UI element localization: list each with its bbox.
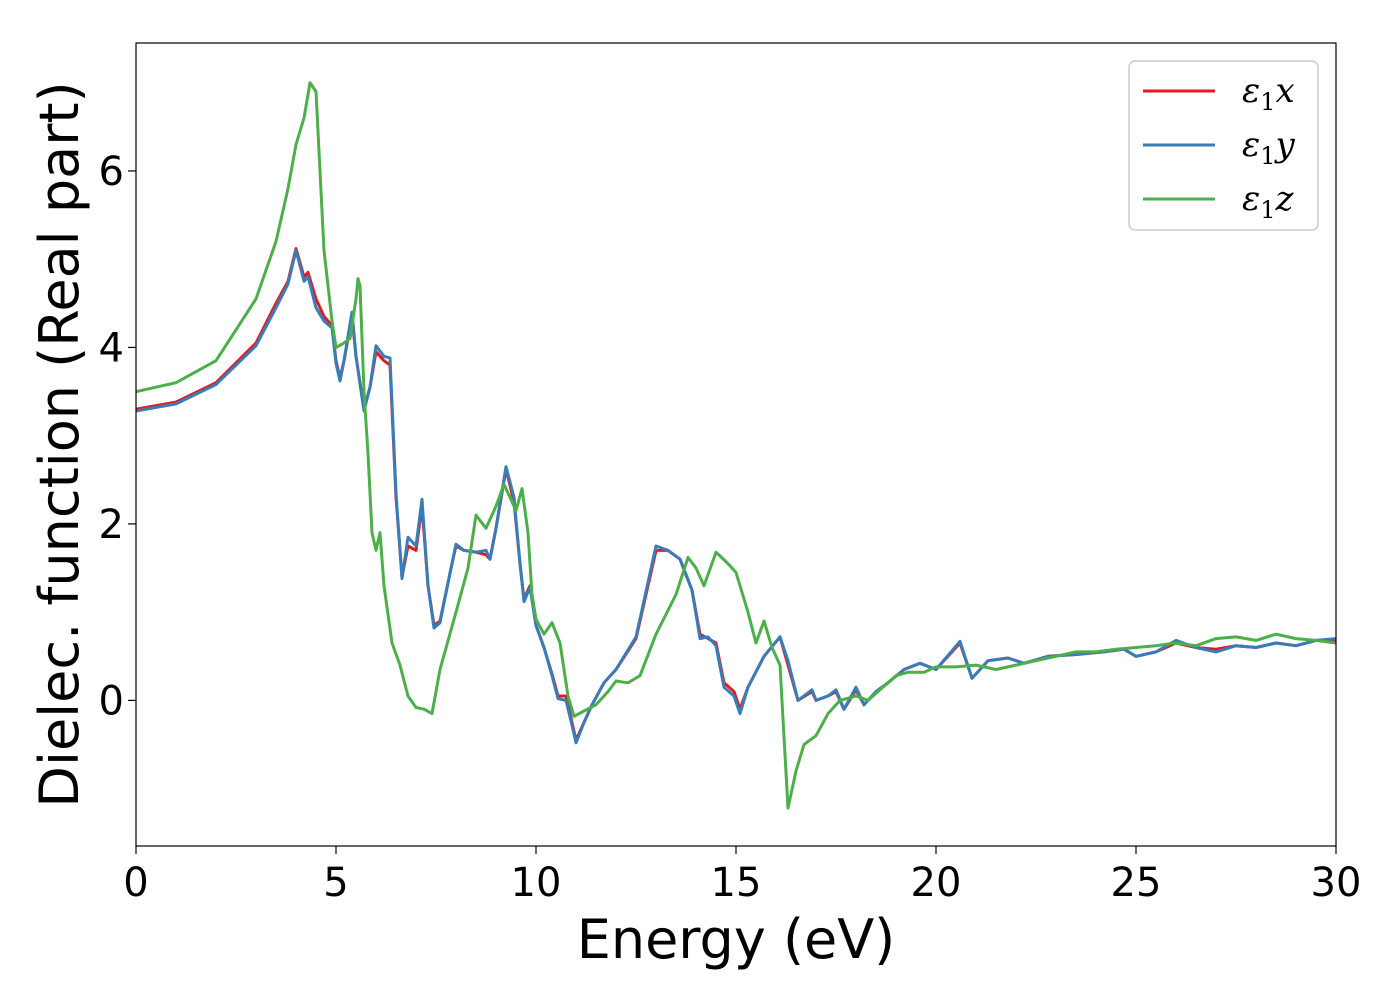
series-line-2 [136,248,1336,745]
x-tick-label: 30 [1311,860,1362,906]
y-axis-label: Dielec. function (Real part) [28,81,91,807]
y-tick-label: 2 [99,502,124,548]
series-layer [136,81,1336,810]
legend-label-1: ε1x [1242,71,1295,116]
ticks-layer: 0 5 10 15 20 25 30 0 2 4 6 [99,149,1362,906]
x-tick-label: 10 [511,860,562,906]
x-tick-label: 0 [123,860,148,906]
legend-label-2: ε1y [1242,125,1296,170]
y-tick-label: 0 [99,678,124,724]
x-tick-label: 5 [323,860,348,906]
y-tick-label: 4 [99,325,124,371]
legend-label-3: ε1z [1242,179,1295,224]
x-tick-label: 25 [1111,860,1162,906]
series-line-3 [136,81,1336,810]
x-axis-label: Energy (eV) [577,908,896,971]
x-tick-label: 15 [711,860,762,906]
legend-box [1128,60,1319,231]
y-tick-label: 6 [99,149,124,195]
x-tick-label: 20 [911,860,962,906]
legend: ε1x ε1y ε1z [1128,60,1319,231]
